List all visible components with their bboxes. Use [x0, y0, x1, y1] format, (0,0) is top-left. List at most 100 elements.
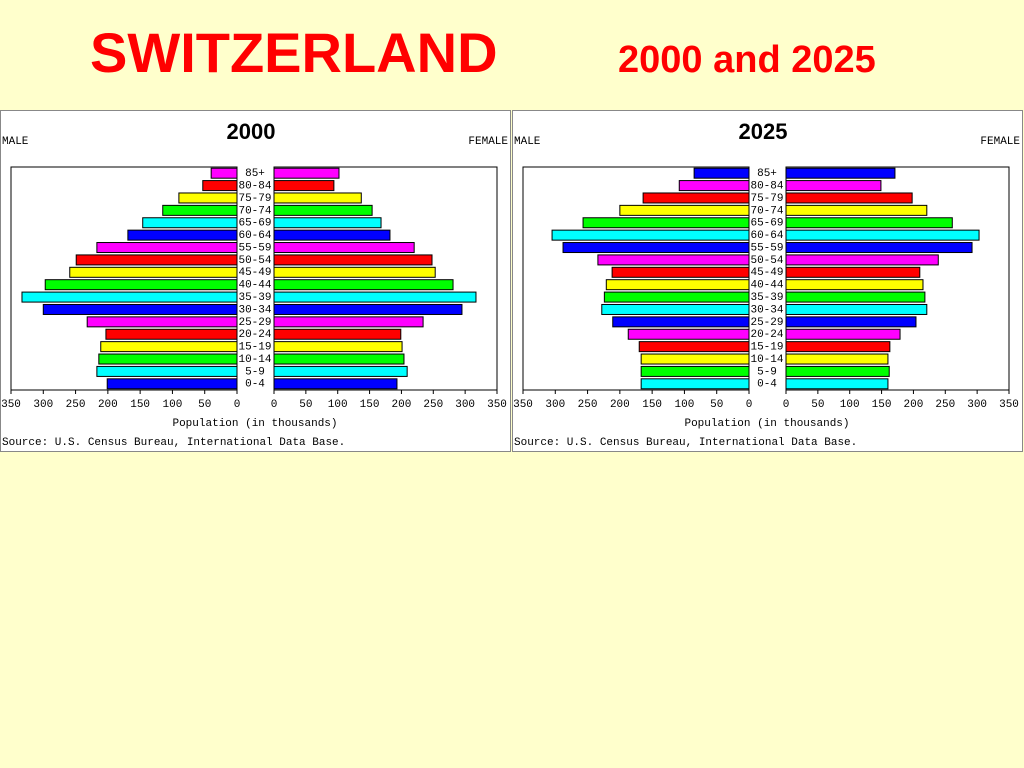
female-bar — [785, 378, 889, 390]
female-bar — [273, 217, 382, 229]
age-label: 45-49 — [238, 267, 271, 279]
female-bar — [273, 303, 463, 315]
male-bar — [611, 266, 750, 278]
female-bar — [273, 180, 335, 192]
female-bar — [273, 353, 405, 365]
chart-title: 2000 — [227, 119, 276, 144]
female-bar — [785, 291, 926, 303]
x-tick-label: 350 — [487, 399, 507, 411]
age-label: 25-29 — [750, 317, 783, 329]
age-label: 10-14 — [750, 354, 783, 366]
age-label: 0-4 — [245, 379, 265, 391]
male-bar — [106, 378, 238, 390]
x-tick-label: 50 — [198, 399, 211, 411]
x-tick-label: 50 — [710, 399, 723, 411]
male-bar — [100, 341, 238, 353]
male-bar — [605, 279, 750, 291]
male-bar — [44, 279, 238, 291]
age-label: 45-49 — [750, 267, 783, 279]
female-bar — [785, 180, 882, 192]
age-label: 20-24 — [750, 329, 783, 341]
age-label: 75-79 — [750, 193, 783, 205]
female-bar — [273, 167, 340, 179]
male-bar — [642, 192, 750, 204]
x-tick-label: 0 — [783, 399, 790, 411]
plot-frame — [522, 166, 750, 391]
x-tick-label: 50 — [299, 399, 312, 411]
female-bar — [273, 204, 373, 216]
age-label: 70-74 — [238, 205, 271, 217]
male-bar — [601, 303, 750, 315]
male-bar — [638, 341, 750, 353]
age-label: 10-14 — [238, 354, 271, 366]
male-bar — [582, 217, 750, 229]
age-label: 40-44 — [750, 280, 783, 292]
female-bar — [785, 341, 891, 353]
age-label: 85+ — [757, 168, 777, 180]
age-label: 55-59 — [750, 242, 783, 254]
x-tick-label: 350 — [1, 399, 21, 411]
x-tick-label: 300 — [455, 399, 475, 411]
male-bar — [21, 291, 238, 303]
male-bar — [105, 328, 238, 340]
age-label: 85+ — [245, 168, 265, 180]
male-bar — [142, 217, 238, 229]
x-tick-label: 250 — [578, 399, 598, 411]
left-label: MALE — [514, 136, 541, 148]
female-bar — [273, 266, 436, 278]
x-tick-label: 150 — [872, 399, 892, 411]
age-label: 25-29 — [238, 317, 271, 329]
female-bar — [273, 242, 415, 254]
x-tick-label: 100 — [675, 399, 695, 411]
male-bar — [75, 254, 238, 266]
x-tick-label: 0 — [234, 399, 241, 411]
female-bar — [785, 167, 896, 179]
age-label: 15-19 — [750, 342, 783, 354]
age-label: 50-54 — [238, 255, 271, 267]
x-axis-label: Population (in thousands) — [684, 418, 849, 430]
female-bar — [785, 353, 889, 365]
age-label: 20-24 — [238, 329, 271, 341]
female-bar — [273, 378, 398, 390]
male-bar — [202, 180, 238, 192]
x-tick-label: 200 — [904, 399, 924, 411]
x-tick-label: 50 — [811, 399, 824, 411]
x-tick-label: 200 — [392, 399, 412, 411]
x-tick-label: 300 — [545, 399, 565, 411]
female-bar — [273, 291, 477, 303]
male-bar — [678, 180, 750, 192]
female-bar — [273, 365, 408, 377]
plot-frame — [273, 166, 498, 391]
female-bar — [273, 328, 402, 340]
female-bar — [273, 279, 454, 291]
x-tick-label: 300 — [967, 399, 987, 411]
male-bar — [98, 353, 238, 365]
right-label: FEMALE — [468, 136, 508, 148]
male-bar — [127, 229, 238, 241]
age-label: 60-64 — [750, 230, 783, 242]
age-label: 5-9 — [245, 366, 265, 378]
x-tick-label: 350 — [513, 399, 533, 411]
male-bar — [640, 365, 750, 377]
male-bar — [562, 242, 750, 254]
male-bar — [640, 353, 750, 365]
plot-frame — [10, 166, 238, 391]
age-label: 35-39 — [238, 292, 271, 304]
age-label: 0-4 — [757, 379, 777, 391]
male-bar — [162, 204, 238, 216]
male-bar — [627, 328, 750, 340]
age-label: 65-69 — [750, 218, 783, 230]
female-bar — [273, 316, 424, 328]
x-tick-label: 300 — [33, 399, 53, 411]
female-bar — [785, 242, 973, 254]
female-bar — [785, 328, 901, 340]
male-bar — [96, 242, 238, 254]
plot-frame — [785, 166, 1010, 391]
male-bar — [86, 316, 238, 328]
slide-title: SWITZERLAND — [90, 21, 498, 84]
age-label: 70-74 — [750, 205, 783, 217]
age-label: 50-54 — [750, 255, 783, 267]
male-bar — [96, 365, 238, 377]
age-label: 30-34 — [750, 304, 783, 316]
x-tick-label: 100 — [840, 399, 860, 411]
